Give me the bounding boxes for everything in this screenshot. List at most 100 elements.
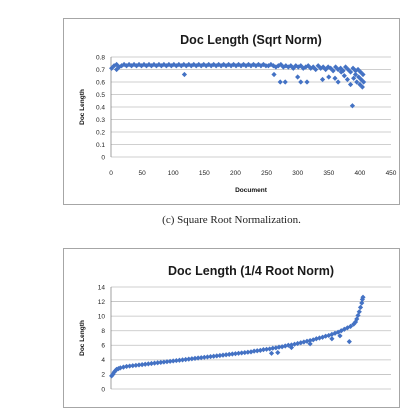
- data-point: [359, 300, 365, 306]
- data-point: [335, 329, 341, 335]
- y-tick-label: 0.2: [96, 129, 105, 136]
- x-tick-label: 100: [168, 170, 179, 177]
- y-tick-label: 0: [101, 154, 105, 161]
- data-point: [223, 352, 229, 358]
- data-point: [352, 71, 359, 78]
- y-tick-label: 0.5: [96, 92, 105, 99]
- data-point: [217, 352, 223, 359]
- data-point: [341, 326, 347, 332]
- y-tick-label: 8: [101, 328, 105, 335]
- chart-sqrt-norm: Doc Length (Sqrt Norm) 0 0.1 0.2 0.3 0.4 0.5 0.…: [79, 33, 397, 194]
- data-point: [130, 363, 136, 369]
- data-point: [298, 79, 304, 85]
- y-tick-label: 0.1: [96, 142, 105, 149]
- x-tick-label: 400: [354, 170, 365, 177]
- data-point: [357, 304, 364, 310]
- data-point: [123, 363, 130, 370]
- chart-quarter-root-norm: Doc Length (1/4 Root Norm) 0 2 4 6 8 10 12 14 Doc…: [79, 264, 391, 393]
- y-tick-label: 14: [98, 284, 106, 291]
- data-point: [295, 74, 301, 80]
- figure-caption: (c) Square Root Normalization.: [162, 214, 301, 226]
- data-point: [254, 348, 260, 354]
- data-point: [319, 76, 326, 83]
- data-point: [329, 336, 335, 342]
- y-tick-label: 0.6: [96, 79, 105, 86]
- x-tick-label: 0: [109, 170, 113, 177]
- data-point: [271, 71, 277, 78]
- data-point: [166, 61, 172, 68]
- data-point: [341, 73, 347, 79]
- data-point: [304, 79, 310, 85]
- y-tick-label: 0.3: [96, 117, 105, 124]
- x-tick-label: 150: [199, 170, 210, 177]
- y-tick-label: 0.8: [96, 54, 105, 61]
- data-point: [298, 340, 304, 346]
- data-point: [300, 65, 306, 71]
- data-point: [275, 349, 281, 356]
- x-tick-label: 200: [230, 170, 241, 177]
- x-tick-label: 300: [292, 170, 303, 177]
- data-point: [136, 362, 142, 368]
- data-point: [325, 64, 331, 70]
- data-point: [183, 356, 189, 363]
- y-tick-label: 2: [101, 372, 105, 379]
- data-point: [127, 363, 133, 369]
- data-point: [360, 71, 366, 78]
- data-point: [329, 331, 335, 337]
- data-point: [121, 61, 127, 68]
- data-point: [357, 81, 363, 88]
- data-point: [359, 84, 365, 90]
- data-point: [276, 344, 282, 350]
- y-tick-label: 10: [98, 313, 106, 320]
- data-point: [279, 344, 285, 350]
- y-tick-label: 0.4: [96, 104, 105, 111]
- data-point: [337, 333, 343, 339]
- data-point: [361, 79, 367, 85]
- chart-title: Doc Length (1/4 Root Norm): [168, 264, 334, 278]
- y-axis-label: Doc Length: [79, 320, 86, 356]
- data-point: [354, 79, 360, 85]
- data-point: [349, 103, 356, 109]
- y-tick-label: 6: [101, 343, 105, 350]
- chart-panel-quarter-root-norm: Doc Length (1/4 Root Norm) 0 2 4 6 8 10 12 14 Doc…: [63, 248, 400, 408]
- data-point: [155, 360, 161, 366]
- data-point: [315, 63, 321, 69]
- data-point: [359, 296, 365, 302]
- data-point: [111, 369, 117, 375]
- data-point: [338, 69, 344, 75]
- data-point: [118, 63, 125, 69]
- y-axis-label: Doc Length: [79, 89, 86, 125]
- data-point: [189, 356, 195, 362]
- data-point: [328, 65, 334, 71]
- data-point: [319, 334, 326, 340]
- data-point: [148, 360, 155, 367]
- data-point: [163, 63, 169, 69]
- data-point: [301, 339, 307, 345]
- data-point: [142, 361, 148, 367]
- data-point: [360, 294, 366, 300]
- data-point: [335, 66, 341, 73]
- data-point: [344, 76, 351, 83]
- y-tick-label: 12: [98, 299, 106, 306]
- x-tick-label: 50: [138, 170, 146, 177]
- data-point: [332, 75, 338, 81]
- data-point: [136, 61, 142, 68]
- data-point: [335, 79, 341, 85]
- data-point: [277, 79, 283, 85]
- data-point: [347, 81, 354, 88]
- x-tick-label: 450: [386, 170, 397, 177]
- data-point: [326, 74, 332, 80]
- data-point: [340, 68, 346, 74]
- data-point: [358, 76, 364, 83]
- data-point: [346, 339, 352, 345]
- data-point: [313, 336, 319, 342]
- data-point: [333, 64, 339, 70]
- data-point: [330, 68, 336, 74]
- data-point: [170, 358, 176, 364]
- data-point: [220, 352, 226, 358]
- data-point: [168, 63, 174, 69]
- data-point: [338, 65, 344, 71]
- data-point: [114, 66, 120, 73]
- data-point: [181, 71, 188, 78]
- y-tick-label: 4: [101, 357, 105, 364]
